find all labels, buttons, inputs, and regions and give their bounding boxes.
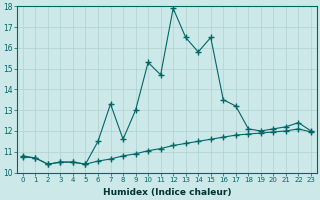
- X-axis label: Humidex (Indice chaleur): Humidex (Indice chaleur): [103, 188, 231, 197]
